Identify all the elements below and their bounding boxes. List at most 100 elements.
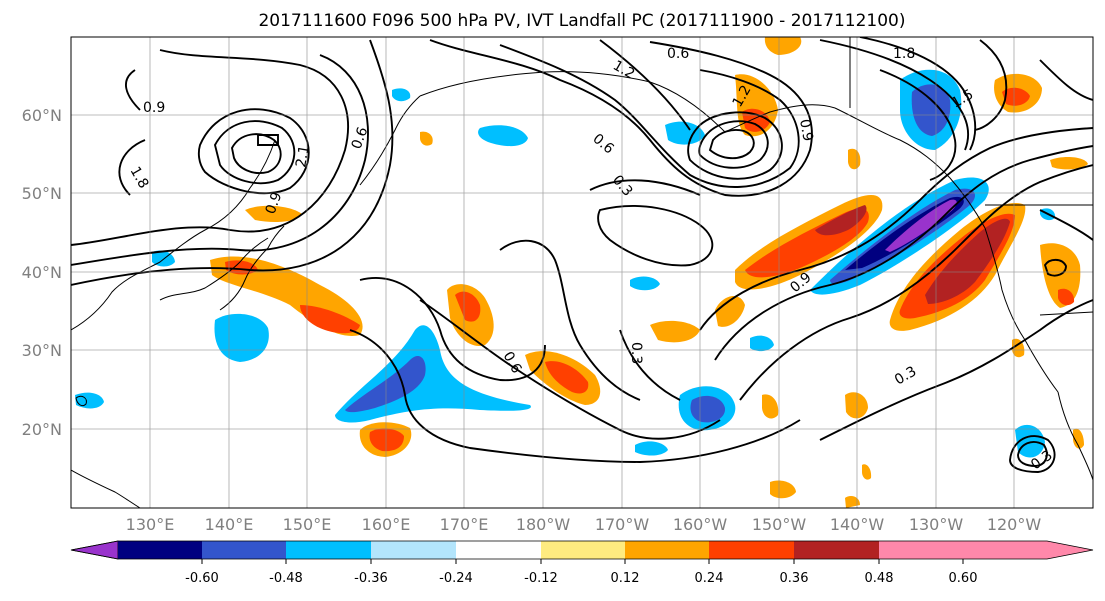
shade-pos-high [300,305,360,334]
colorbar-segment [794,541,879,559]
pv-contour [499,44,800,188]
coastline-alaska-panhandle [834,107,986,229]
lon-label: 150°W [752,515,807,534]
lon-label: 180°W [516,515,571,534]
lat-label: 50°N [22,184,62,203]
colorbar-tick-label: -0.12 [524,571,558,586]
pv-contour [714,145,1093,361]
shade-pos-mid [1050,156,1088,170]
shade-pos-max [815,205,867,236]
shade-pos-mid [715,295,745,327]
contour-label: 0.3 [628,342,644,364]
shade-pos-mid [650,320,700,343]
shade-neg-mid [690,395,726,423]
contour-label: 2.1 [293,144,313,169]
colorbar-tick-label: 0.12 [611,571,640,586]
pv-contour [125,69,141,111]
shade-pos-mid [245,205,302,222]
coastline-mexico [1057,391,1093,481]
shade-neg-light [1015,424,1045,458]
graticule [71,37,1093,508]
shade-pos-mid [862,464,872,480]
pv-contour [1043,258,1067,277]
colorbar-segment [456,541,541,559]
colorbar-tick-label: -0.48 [269,571,303,586]
pv-contour [698,120,769,169]
colorbar-segment [286,541,371,559]
colorbar-tick-label: 0.24 [695,571,724,586]
colorbar-segment [118,541,202,559]
pv-contour [349,329,801,463]
lon-label: 140°W [830,515,885,534]
shade-pos-high [455,291,481,322]
colorbar-tick-label: -0.24 [439,571,473,586]
pv-contour [599,39,691,131]
contour-label: 0.6 [349,125,372,151]
colorbar-segment [202,541,286,559]
lat-label: 30°N [22,341,62,360]
lat-label: 20°N [22,420,62,439]
colorbar-tick-labels: -0.60 -0.48 -0.36 -0.24 -0.12 0.12 0.24 … [185,571,977,586]
coastline-north-america-west [984,227,1059,393]
longitude-labels: 130°E 140°E 150°E 160°E 170°E 180°W 170°… [126,515,1042,534]
pv-contour [859,37,977,151]
contour-label: 1.8 [893,46,915,62]
pv-contour [1017,441,1048,467]
lat-label: 40°N [22,263,62,282]
pv-contour [359,277,546,382]
colorbar-outline [70,540,1094,560]
pv-contour [619,329,681,401]
lon-label: 130°W [909,515,964,534]
pv-contour [118,139,146,196]
shade-neg-light [478,125,528,147]
coastline-kamchatka [359,95,421,186]
shade-neg-light [630,276,660,291]
shade-pos-light [420,131,433,146]
colorbar-segment [709,541,794,559]
pv-contour [589,179,701,196]
lon-label: 170°W [595,515,650,534]
latitude-labels: 20°N 30°N 40°N 50°N 60°N [22,106,62,439]
contour-label: 0.9 [263,190,286,216]
colorbar: -0.60 -0.48 -0.36 -0.24 -0.12 0.12 0.24 … [70,540,1094,586]
colorbar-segment [371,541,456,559]
colorbar-segment [879,541,963,559]
contour-label: 0.9 [143,100,165,116]
pv-contour [213,120,296,185]
lat-label: 60°N [22,106,62,125]
lon-label: 140°E [205,515,254,534]
shade-pos-mid [770,480,796,499]
colorbar-tick-label: 0.48 [865,571,894,586]
lon-label: 130°E [126,515,175,534]
shade-pos-high [1002,87,1030,106]
pv-contour [1039,209,1093,241]
pv-contours [71,37,1093,473]
shade-neg-light [750,335,774,352]
pv-contour [419,299,721,440]
lon-label: 150°E [283,515,332,534]
lon-label: 120°W [987,515,1042,534]
shade-neg-light [665,121,705,145]
colorbar-segment [541,541,625,559]
coastline-china-south [71,469,141,508]
pv-contour [974,39,1008,131]
pv-contour [71,39,394,286]
colorbar-segment [625,541,709,559]
coastline-japan [219,225,285,311]
pv-contour [687,111,783,180]
pv-contour [71,54,369,266]
coastline-alaska-aleutians [419,71,836,133]
map-title: 2017111600 F096 500 hPa PV, IVT Landfall… [258,11,905,31]
shade-pos-mid [764,37,802,55]
pv-contour [197,108,310,195]
contour-label: 0.6 [667,46,689,62]
colorbar-extend-low [70,540,119,560]
pv-contour [879,69,957,181]
coastlines [71,37,1093,508]
shade-pos-mid [762,394,779,419]
lon-label: 170°E [440,515,489,534]
negative-shading [75,69,1056,458]
pv-contour [1009,435,1056,473]
pv-contour [739,164,1093,401]
